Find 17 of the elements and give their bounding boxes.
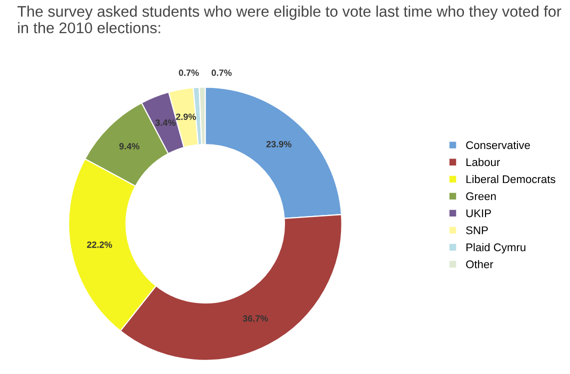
data-label: 22.2% [87, 242, 112, 248]
data-label: 0.7% [212, 70, 232, 76]
data-label: 0.7% [178, 70, 199, 76]
legend-label: UKIP [466, 209, 491, 218]
chart-title: The survey asked students who were eligible to vote last time who they voted for in the 2010 elections: [17, 6, 562, 34]
legend-label: Plaid Cymru [466, 243, 526, 254]
legend-label: SNP [466, 226, 488, 234]
legend-label: Green [466, 192, 496, 200]
legend-label: Labour [466, 158, 500, 166]
legend-label: Other [466, 260, 494, 268]
legend-label: Liberal Democrats [466, 174, 556, 184]
data-label: 23.9% [266, 140, 292, 148]
data-label: 3.4% [155, 119, 176, 126]
data-label: 36.7% [242, 315, 268, 322]
data-label: 9.4% [119, 143, 140, 150]
data-label: 2.9% [176, 114, 196, 120]
legend-label: Conservative [466, 140, 530, 150]
